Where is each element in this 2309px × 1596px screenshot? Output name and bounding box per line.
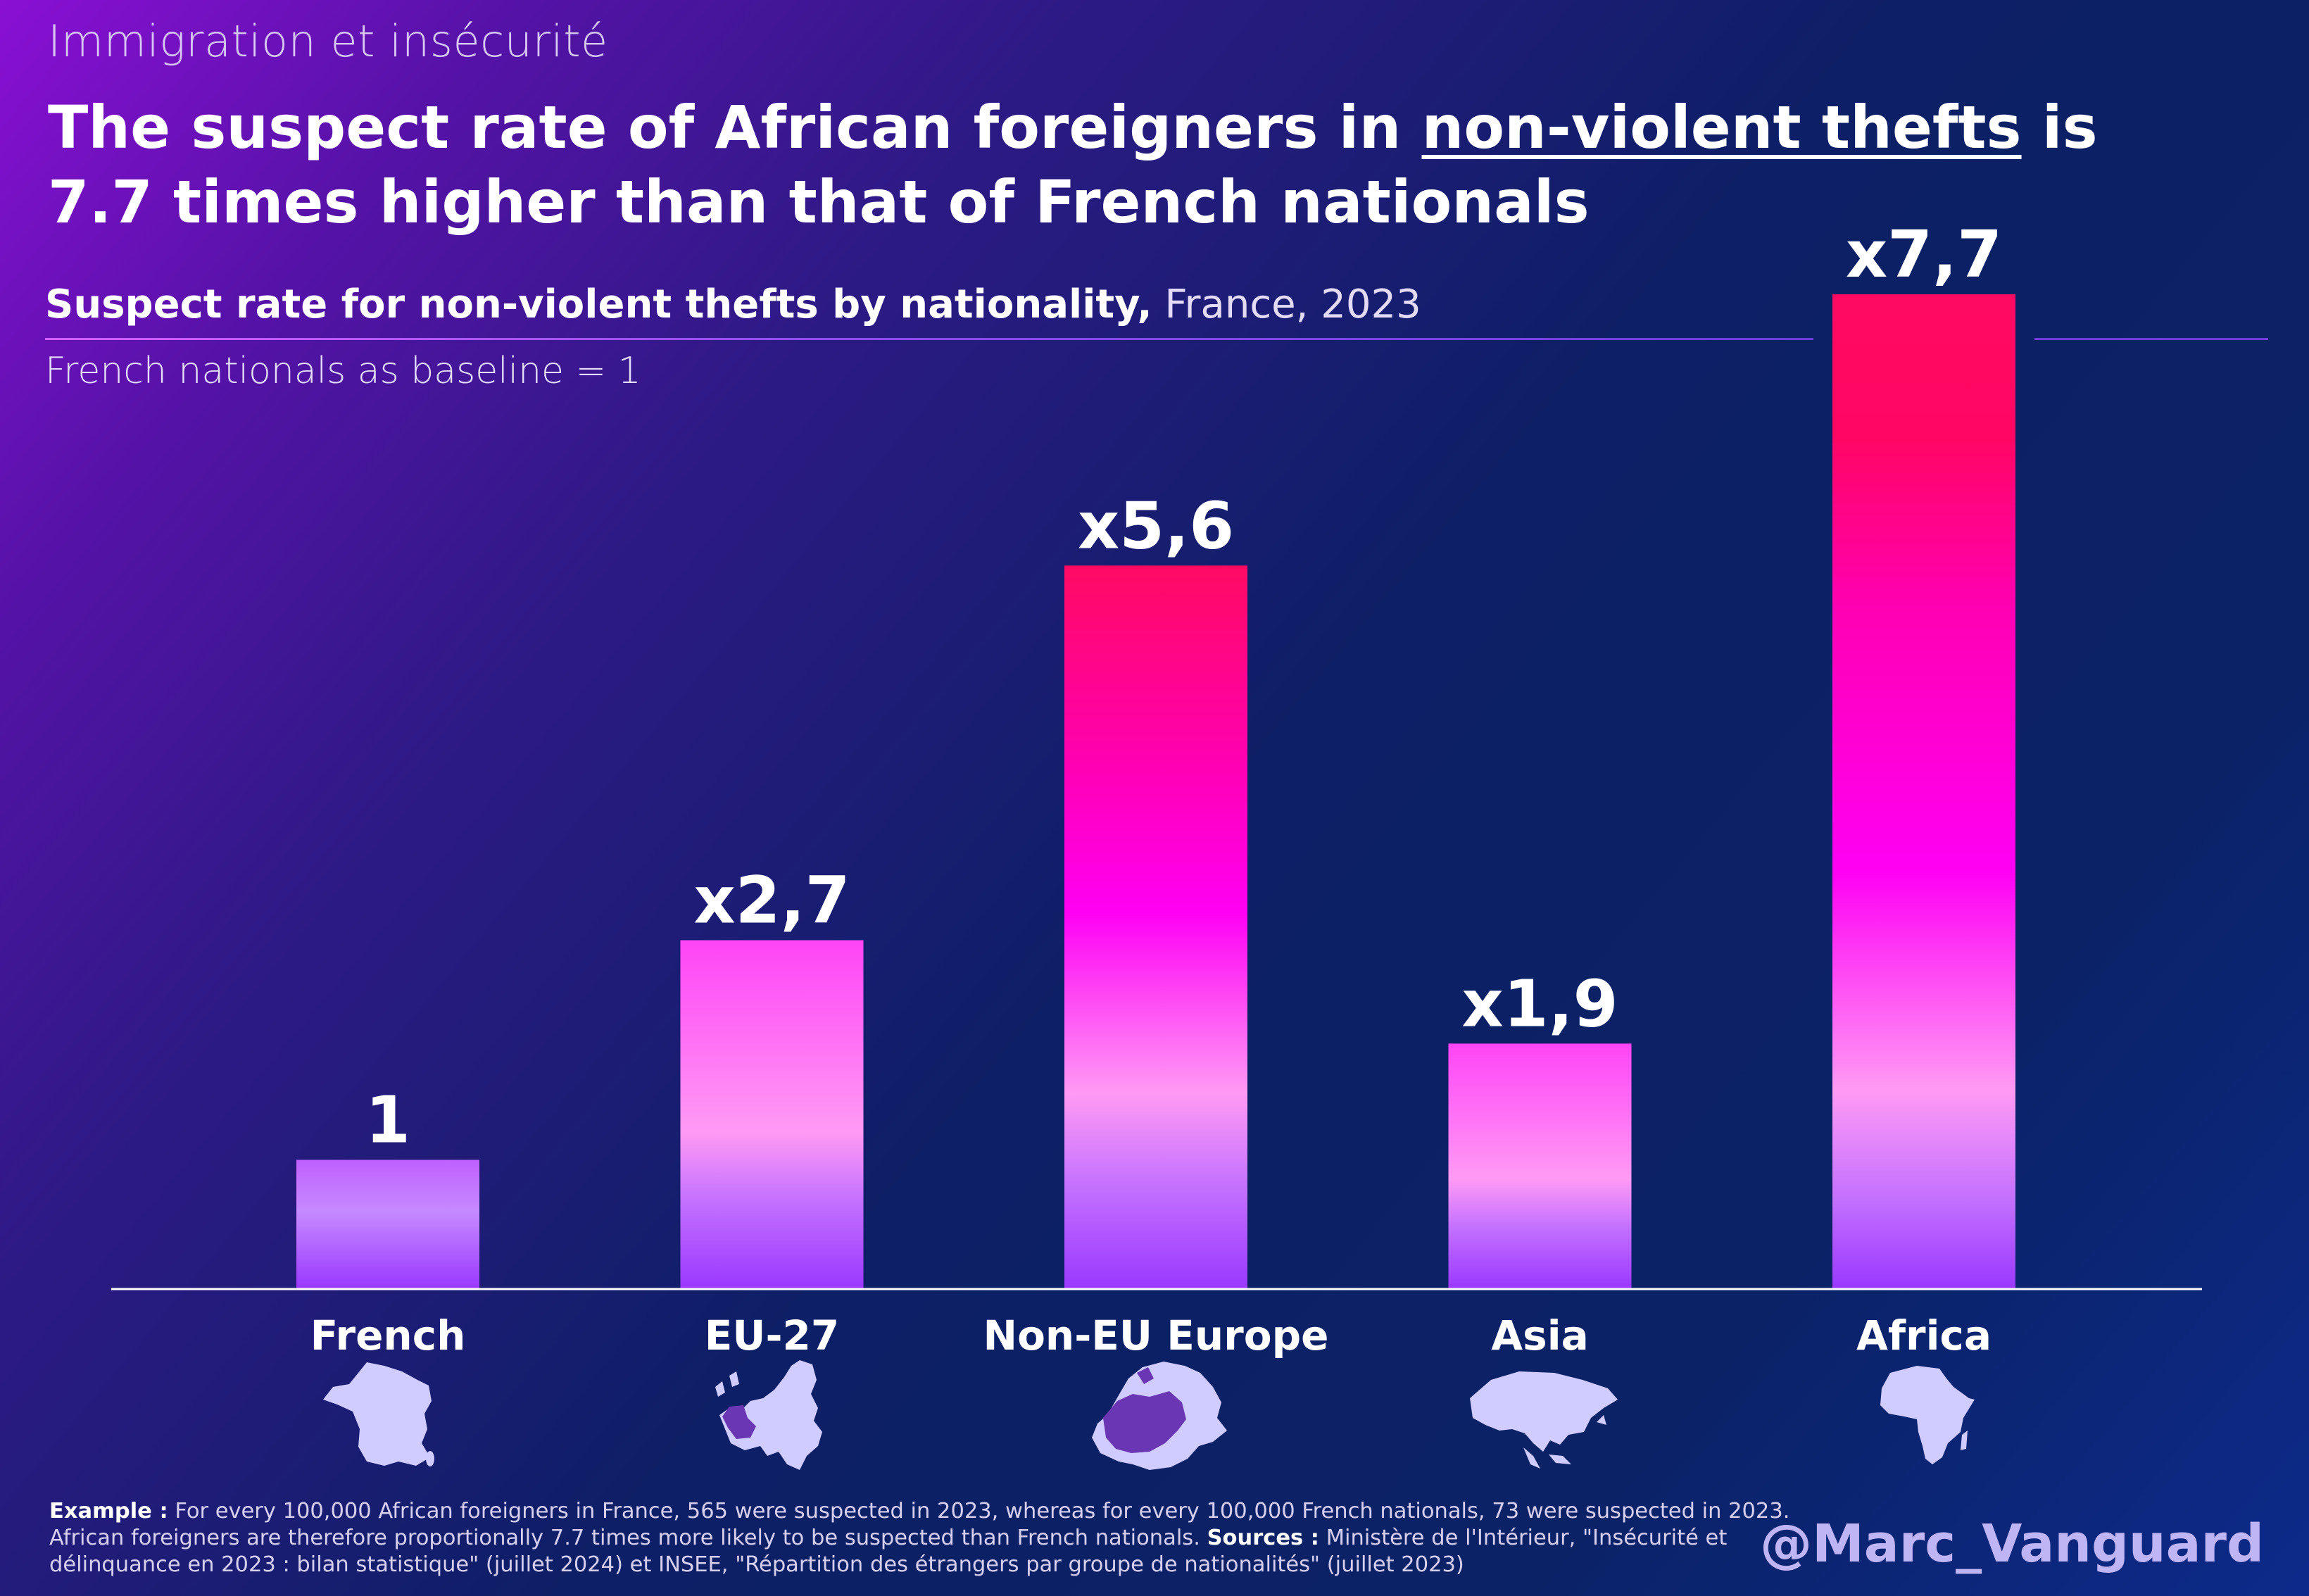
bar-french <box>296 1160 479 1289</box>
eu27-map-icon <box>715 1360 822 1470</box>
chart-subtitle-normal: France, 2023 <box>1152 282 1421 327</box>
author-handle: @Marc_Vanguard <box>1760 1514 2264 1574</box>
footnote-sources-text: Ministère de l'Intérieur, "Insécurité et… <box>49 1526 1728 1577</box>
bars: 1 x2,7 x5,6 x1,9 x7,7 <box>296 217 2015 1289</box>
headline-highlight: non-violent thefts <box>1421 93 2022 162</box>
value-label-eu-27: x2,7 <box>693 863 850 938</box>
subtitle-divider-right <box>2034 338 2268 340</box>
value-label-africa: x7,7 <box>1846 217 2002 292</box>
footnote-example-text: For every 100,000 African foreigners in … <box>49 1499 1790 1550</box>
footnote-example-label: Example : <box>49 1499 168 1523</box>
headline: The suspect rate of African foreigners i… <box>48 90 2202 239</box>
category-label-eu-27: EU-27 <box>705 1312 840 1359</box>
chart-subtitle: Suspect rate for non-violent thefts by n… <box>45 282 1421 327</box>
bar-africa <box>1832 294 2015 1289</box>
chart-subtitle-bold: Suspect rate for non-violent thefts by n… <box>45 282 1152 327</box>
subtitle-divider <box>45 338 1813 340</box>
footnote: Example : For every 100,000 African fore… <box>49 1498 1837 1578</box>
headline-part2: is 7.7 times higher than that of French … <box>48 93 2098 237</box>
bar-non-eu-europe <box>1064 565 1247 1289</box>
value-label-french: 1 <box>365 1082 410 1157</box>
category-label-french: French <box>310 1312 466 1359</box>
value-label-asia: x1,9 <box>1461 966 1618 1041</box>
non-eu-europe-map-icon <box>1092 1362 1227 1470</box>
asia-map-icon <box>1470 1371 1618 1469</box>
x-axis-labels: French EU-27 Non-EU Europe Asia Africa <box>310 1312 1992 1359</box>
france-map-icon <box>323 1362 434 1466</box>
category-label-asia: Asia <box>1491 1312 1588 1359</box>
value-label-non-eu-europe: x5,6 <box>1078 488 1234 563</box>
category-label-non-eu-europe: Non-EU Europe <box>983 1312 1329 1359</box>
africa-map-icon <box>1880 1366 1975 1464</box>
bar-eu-27 <box>680 940 864 1289</box>
kicker: Immigration et insécurité <box>48 15 608 67</box>
headline-part1: The suspect rate of African foreigners i… <box>48 93 1422 162</box>
footnote-sources-label: Sources : <box>1207 1526 1320 1550</box>
bar-asia <box>1448 1043 1632 1289</box>
baseline-note: French nationals as baseline = 1 <box>45 350 641 392</box>
category-label-africa: Africa <box>1856 1312 1992 1359</box>
